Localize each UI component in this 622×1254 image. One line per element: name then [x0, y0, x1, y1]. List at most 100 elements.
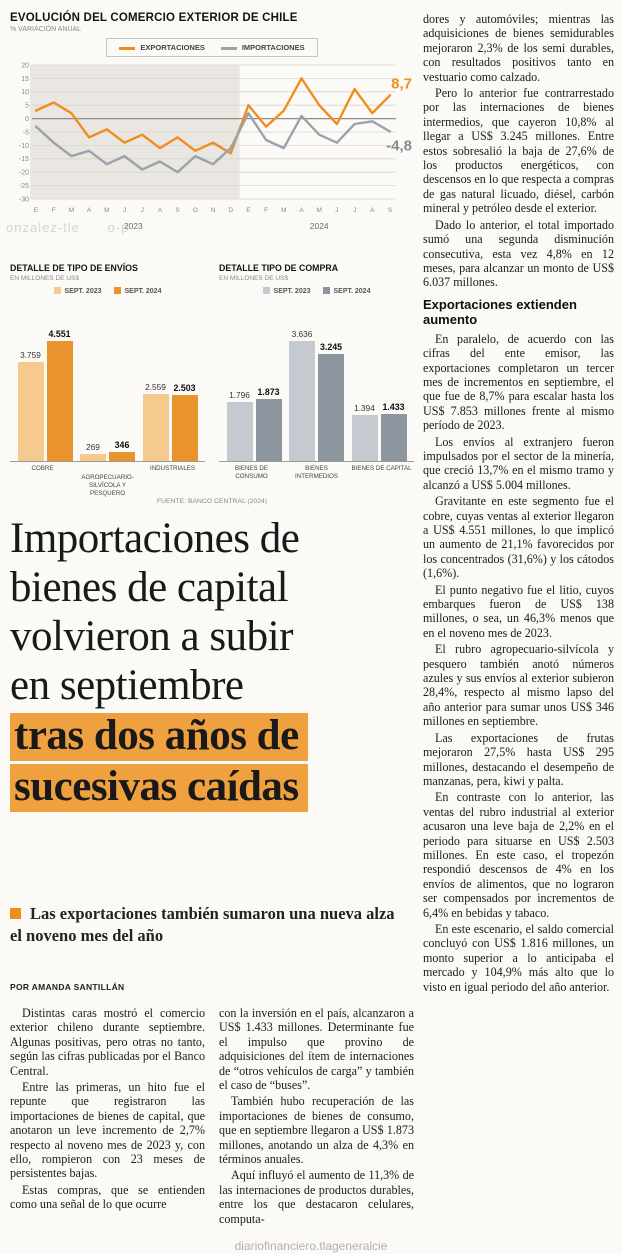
svg-text:2023: 2023	[124, 221, 143, 231]
svg-text:S: S	[175, 207, 180, 214]
bar-category-label: INDUSTRIALES	[149, 465, 196, 472]
svg-text:-20: -20	[19, 170, 29, 177]
bar-group: 1.796 1.873	[226, 387, 282, 461]
svg-text:F: F	[52, 207, 56, 214]
svg-text:J: J	[141, 207, 144, 214]
bar	[289, 341, 315, 461]
bar-chart-title: DETALLE TIPO DE COMPRA	[219, 263, 339, 273]
legend-label: SEPT. 2023	[64, 288, 102, 295]
legend-item: SEPT. 2023	[53, 287, 102, 295]
svg-text:15: 15	[21, 76, 29, 83]
legend-label: EXPORTACIONES	[140, 43, 205, 52]
bar-value-label: 3.245	[319, 341, 342, 352]
svg-text:-4,8: -4,8	[386, 138, 412, 155]
bar	[80, 453, 106, 461]
exportaciones-line-swatch	[119, 46, 136, 50]
bar-category-labels: COBRE AGROPECUARIO-SILVÍCOLA Y PESQUERO IN…	[10, 462, 205, 498]
standfirst: Las exportaciones también sumaron una nu…	[10, 903, 408, 947]
bar	[171, 395, 198, 461]
svg-text:N: N	[211, 207, 216, 214]
body-paragraph: El punto negativo fue el litio, cuyos em…	[423, 582, 614, 640]
svg-text:-15: -15	[19, 156, 29, 163]
importaciones-line-swatch	[220, 46, 237, 50]
bar-column: 269	[80, 442, 106, 461]
watermark-text: diariofinanciero.tlageneralcie	[234, 1239, 388, 1253]
svg-text:D: D	[228, 207, 233, 214]
bar-category-label: AGROPECUARIO-SILVÍCOLA Y PESQUERO	[81, 474, 134, 498]
bar-value-label: 1.873	[257, 387, 280, 398]
svg-text:20: 20	[21, 62, 29, 69]
headline-highlighted-line: sucesivas caídas	[10, 764, 308, 812]
svg-text:J: J	[123, 207, 126, 214]
body-paragraph: Distintas caras mostró el comercio exter…	[10, 1006, 205, 1078]
bars-plot-area: 1.796 1.873 3.636 3.245 1.394 1.433	[219, 303, 414, 462]
bar	[255, 399, 282, 461]
chart-subtitle: % VARIACIÓN ANUAL	[10, 26, 82, 33]
bar-category-label: COBRE	[31, 465, 54, 472]
bar-value-label: 1.394	[354, 403, 375, 413]
legend-label: SEPT. 2024	[124, 288, 162, 295]
bar-value-label: 1.796	[229, 389, 250, 400]
svg-text:M: M	[316, 207, 321, 214]
bar	[380, 413, 407, 461]
sept-2024-swatch	[113, 287, 121, 294]
svg-text:-25: -25	[19, 183, 29, 190]
bar	[46, 341, 73, 461]
legend-label: SEPT. 2023	[273, 288, 311, 295]
bar-chart-compra: DETALLE TIPO DE COMPRA EN MILLONES DE US…	[219, 263, 414, 498]
bar-category-label: BIENES INTERMEDIOS	[295, 465, 338, 481]
legend-item: SEPT. 2024	[322, 287, 370, 295]
svg-text:S: S	[388, 207, 393, 214]
bar-chart-legend: SEPT. 2023 SEPT. 2024	[10, 287, 205, 295]
bar-column: 1.796	[226, 389, 253, 461]
svg-text:J: J	[353, 207, 356, 214]
legend-item-importaciones: IMPORTACIONES	[220, 43, 305, 52]
body-paragraph: Los envíos al extranjero fueron impulsad…	[423, 434, 614, 492]
bar-chart-subtitle: EN MILLONES DE US$	[10, 275, 79, 282]
bar-column: 3.245	[318, 342, 344, 461]
bar-value-label: 3.759	[20, 349, 41, 360]
bar	[351, 415, 378, 461]
bullet-square-icon	[10, 908, 21, 919]
chart-title: EVOLUCIÓN DEL COMERCIO EXTERIOR DE CHILE	[10, 12, 298, 24]
bar-column: 346	[109, 440, 135, 461]
body-paragraph: dores y automóviles; mientras las adquis…	[423, 12, 614, 84]
bar	[109, 451, 135, 461]
sept-2023-swatch	[53, 287, 61, 294]
svg-text:O: O	[193, 207, 198, 214]
headline-highlighted-line: tras dos años de	[10, 713, 308, 761]
svg-text:-5: -5	[23, 129, 29, 136]
svg-text:A: A	[158, 207, 163, 214]
bar-column: 3.759	[17, 349, 44, 461]
article-column-3: dores y automóviles; mientras las adquis…	[423, 12, 614, 1244]
line-chart-section: EVOLUCIÓN DEL COMERCIO EXTERIOR DE CHILE…	[10, 12, 414, 249]
svg-text:J: J	[335, 207, 338, 214]
bar-column: 1.433	[380, 401, 407, 461]
svg-text:-10: -10	[19, 143, 29, 150]
svg-text:M: M	[69, 207, 74, 214]
svg-text:A: A	[299, 207, 304, 214]
body-paragraph: con la inversión en el país, alcanzaron …	[219, 1006, 414, 1093]
bar	[142, 393, 169, 461]
headline-line: Importaciones de	[10, 515, 300, 562]
svg-text:E: E	[34, 207, 39, 214]
legend-item: SEPT. 2024	[113, 287, 162, 295]
bar-group: 269 346	[80, 440, 135, 461]
bar-chart-envios: DETALLE DE TIPO DE ENVÍOS EN MILLONES DE…	[10, 263, 205, 498]
body-paragraph: Aquí influyó el aumento de 11,3% de las …	[219, 1168, 414, 1226]
bar-chart-legend: SEPT. 2023 SEPT. 2024	[219, 287, 414, 295]
bar-column: 1.873	[255, 387, 282, 461]
line-chart: -30 -25 -20 -15 -10 -5 0 5 10 15 20 E F M A M J J A S O N D E F M…	[19, 62, 412, 231]
svg-text:M: M	[281, 207, 286, 214]
bar-column: 3.636	[289, 329, 315, 461]
bar-value-label: 1.433	[382, 401, 405, 412]
svg-text:E: E	[246, 207, 251, 214]
bar-column: 2.559	[142, 381, 169, 461]
headline-line: volvieron a subir	[10, 613, 293, 660]
legend-item-exportaciones: EXPORTACIONES	[119, 43, 205, 52]
sept-2024-swatch	[322, 287, 330, 294]
bar-column: 1.394	[351, 403, 378, 461]
bar-value-label: 2.559	[145, 381, 166, 392]
bar-group: 3.636 3.245	[289, 329, 344, 461]
legend-item: SEPT. 2023	[262, 287, 311, 295]
